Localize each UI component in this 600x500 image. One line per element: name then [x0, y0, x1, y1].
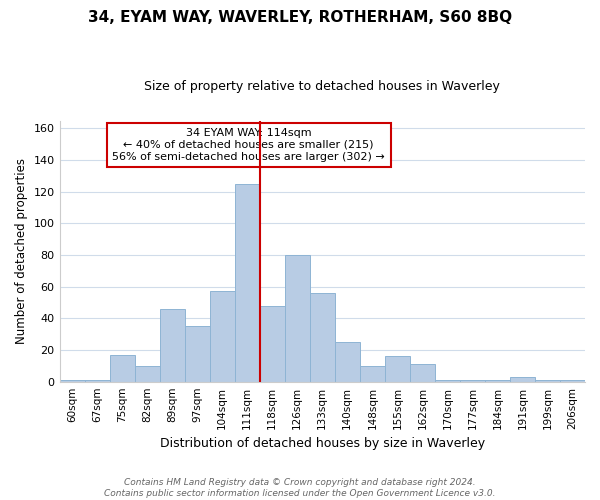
Bar: [235, 184, 260, 382]
Bar: [510, 377, 535, 382]
Bar: [59, 380, 85, 382]
Bar: [160, 309, 185, 382]
Bar: [385, 356, 410, 382]
Bar: [134, 366, 160, 382]
Bar: [360, 366, 385, 382]
Bar: [485, 380, 510, 382]
Bar: [560, 380, 585, 382]
Bar: [185, 326, 209, 382]
Bar: [410, 364, 435, 382]
Bar: [85, 380, 110, 382]
Text: 34 EYAM WAY: 114sqm
← 40% of detached houses are smaller (215)
56% of semi-detac: 34 EYAM WAY: 114sqm ← 40% of detached ho…: [112, 128, 385, 162]
X-axis label: Distribution of detached houses by size in Waverley: Distribution of detached houses by size …: [160, 437, 485, 450]
Bar: [260, 306, 285, 382]
Bar: [209, 292, 235, 382]
Text: 34, EYAM WAY, WAVERLEY, ROTHERHAM, S60 8BQ: 34, EYAM WAY, WAVERLEY, ROTHERHAM, S60 8…: [88, 10, 512, 25]
Bar: [460, 380, 485, 382]
Bar: [335, 342, 360, 382]
Title: Size of property relative to detached houses in Waverley: Size of property relative to detached ho…: [145, 80, 500, 93]
Bar: [110, 355, 134, 382]
Bar: [285, 255, 310, 382]
Bar: [310, 293, 335, 382]
Bar: [435, 380, 460, 382]
Text: Contains HM Land Registry data © Crown copyright and database right 2024.
Contai: Contains HM Land Registry data © Crown c…: [104, 478, 496, 498]
Bar: [535, 380, 560, 382]
Y-axis label: Number of detached properties: Number of detached properties: [15, 158, 28, 344]
